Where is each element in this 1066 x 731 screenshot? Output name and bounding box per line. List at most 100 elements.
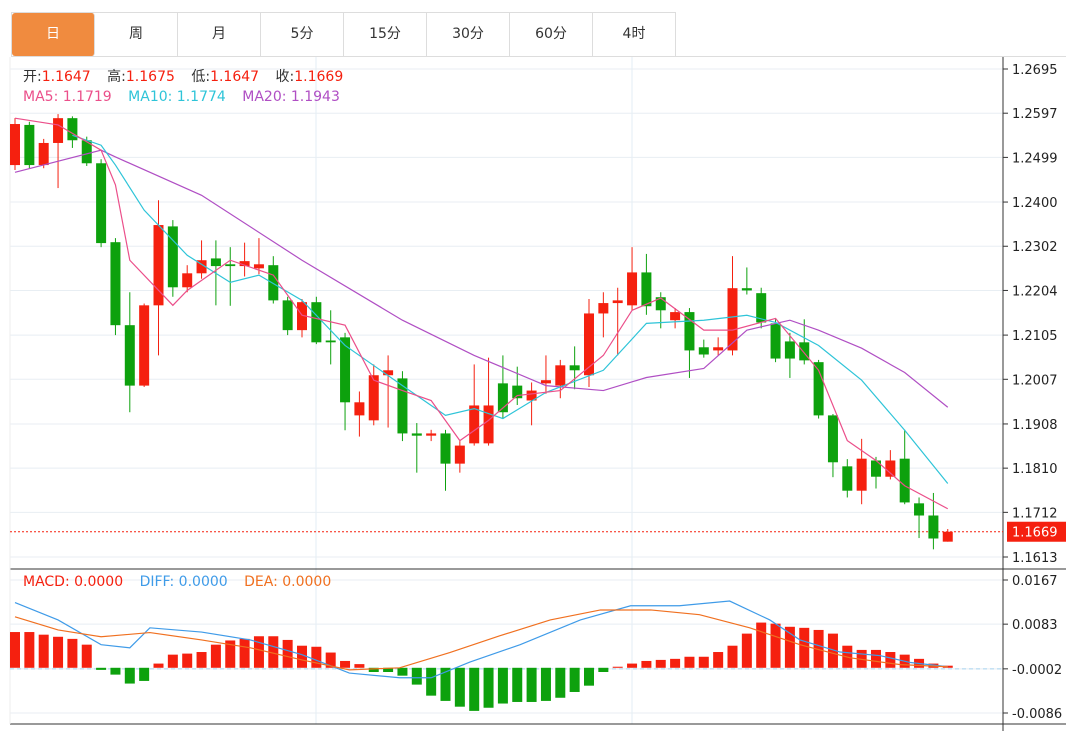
ma5-line [14,117,949,510]
tab-month[interactable]: 月 [178,13,261,56]
candle-down [842,466,853,491]
tab-week[interactable]: 周 [95,13,178,56]
macd-bar [555,667,566,698]
y-tick-label: -0.0086 [1012,707,1062,722]
candle-down [569,365,580,371]
candle-down [497,383,508,413]
macd-bar [526,667,537,702]
macd-bar [483,667,494,708]
y-tick-label: 1.2007 [1012,373,1058,388]
candle-down [641,272,652,307]
macd-bar [770,623,781,668]
macd-bar [684,656,695,668]
candle-down [81,140,92,164]
macd-bar [885,652,896,668]
y-tick-label: 1.1810 [1012,462,1058,477]
macd-bar [813,629,824,668]
candle-down [684,312,695,351]
candle-up [555,365,566,386]
candle-down [24,124,35,166]
candle-up [469,405,480,444]
candle-down [311,302,322,343]
y-tick-label: 1.2695 [1012,63,1058,78]
macd-bar [297,645,307,668]
candle-down [325,340,336,343]
macd-bar [569,667,580,692]
open-label: 开: [23,69,42,85]
macd-bar [24,632,35,668]
macd-bar [713,652,724,668]
macd-bar [827,633,838,668]
macd-bar [354,664,365,668]
macd-bar [239,638,250,668]
macd-legend: MACD: 0.0000 DIFF: 0.0000 DEA: 0.0000 [23,574,343,590]
macd-bar [426,667,437,696]
candle-down [770,323,781,359]
candle-down [440,433,451,464]
candle-up [253,264,264,269]
tab-5min[interactable]: 5分 [261,13,344,56]
candle-up [196,260,207,274]
ma10-legend: MA10: 1.1774 [128,89,226,105]
candle-up [153,225,164,306]
candle-up [727,288,738,351]
macd-bar [53,636,64,668]
candle-down [225,264,236,267]
candle-down [167,226,178,288]
y-tick-label: 1.2499 [1012,151,1058,166]
candle-up [598,303,609,314]
candle-down [756,293,767,323]
low-value: 1.1647 [210,69,260,85]
candle-down [512,385,523,399]
candle-up [10,124,20,166]
ma-legend: MA5: 1.1719 MA10: 1.1774 MA20: 1.1943 [23,89,352,105]
macd-legend-diff: DIFF: 0.0000 [139,574,228,590]
candle-up [856,458,867,491]
y-tick-label: -0.0002 [1012,663,1062,678]
period-tabs: 日 周 月 5分 15分 30分 60分 4时 [11,12,676,57]
macd-bar [110,667,121,675]
candle-down [110,242,121,326]
macd-bar [325,652,336,668]
tab-30min[interactable]: 30分 [427,13,510,56]
macd-bar [698,656,709,668]
candle-down [871,460,881,477]
macd-bar [756,622,767,668]
tab-60min[interactable]: 60分 [510,13,593,56]
macd-bar [584,667,594,686]
candle-up [38,142,49,166]
high-value: 1.1675 [125,69,175,85]
ma20-legend: MA20: 1.1943 [242,89,340,105]
macd-bar [799,627,810,668]
macd-bar [454,667,465,707]
candle-down [411,433,422,436]
candle-up [584,313,594,376]
candle-down [698,347,709,355]
macd-bar [655,659,666,668]
candle-up [627,272,638,306]
macd-bar [67,638,78,668]
macd-bar [210,644,221,668]
tab-4hour[interactable]: 4时 [593,13,676,56]
dea-line [14,609,948,671]
macd-bar [512,667,523,702]
macd-bar [96,667,107,670]
candle-up [540,380,551,384]
macd-bar [670,658,681,668]
candle-down [928,515,939,539]
y-tick-label: 1.2597 [1012,107,1058,122]
y-tick-label: 1.2302 [1012,240,1058,255]
candle-up [139,305,150,386]
macd-bar [641,660,652,668]
tab-day[interactable]: 日 [12,13,95,56]
candle-down [799,342,810,361]
candle-down [340,337,351,403]
low-label: 低: [191,69,211,85]
ohlc-legend: 开:1.1647 高:1.1675 低:1.1647 收:1.1669 [23,66,355,86]
tab-15min[interactable]: 15分 [344,13,427,56]
macd-bar [10,632,20,668]
candle-down [827,415,838,463]
candle-up [942,531,953,542]
macd-legend-dea: DEA: 0.0000 [244,574,332,590]
